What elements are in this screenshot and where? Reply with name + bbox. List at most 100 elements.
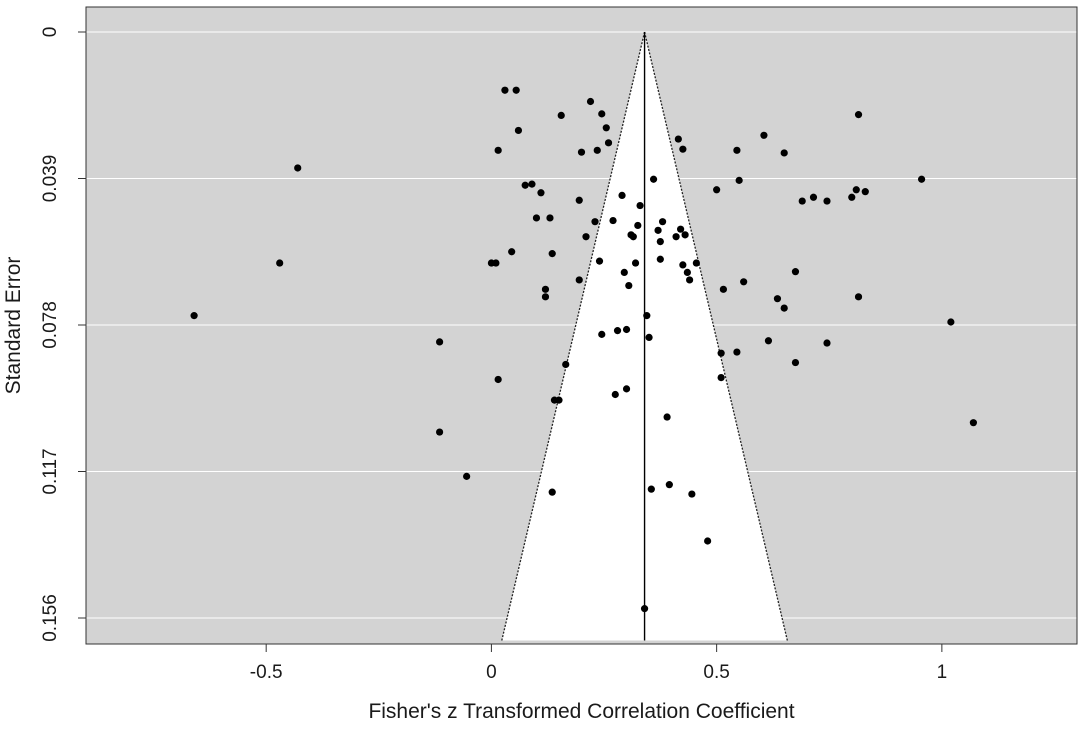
data-point-90 [809,193,818,201]
data-point-66 [679,145,687,153]
data-point-0 [190,312,198,320]
data-point-97 [861,188,869,196]
data-point-85 [780,304,788,312]
data-point-34 [595,257,604,265]
data-point-18 [541,285,550,293]
data-point-78 [733,146,741,154]
y-axis: 0 0.039 0.078 0.117 0.156 [40,27,86,642]
data-point-1 [276,259,284,267]
data-point-50 [634,221,642,230]
data-point-70 [686,276,694,284]
data-point-65 [677,225,685,233]
data-point-51 [636,201,644,210]
data-point-26 [562,360,570,369]
data-point-13 [514,126,523,135]
data-point-95 [854,293,863,301]
data-point-35 [598,110,606,118]
data-point-47 [611,390,619,399]
y-tick-label-1: 0.039 [40,155,61,203]
x-axis-title: Fisher's z Transformed Correlation Coeff… [368,700,794,723]
data-point-89 [798,197,806,205]
funnel-right-boundary [643,31,788,641]
data-point-12 [512,86,520,94]
data-point-59 [656,255,664,263]
data-point-31 [586,97,595,106]
data-point-21 [548,250,556,258]
data-point-5 [463,472,471,480]
data-point-46 [629,233,637,241]
data-point-74 [713,186,721,194]
data-point-87 [791,268,800,276]
data-point-30 [582,233,590,241]
data-point-11 [508,248,516,256]
data-point-61 [663,413,671,421]
data-point-8 [494,146,502,154]
data-point-32 [591,218,599,226]
y-axis-title: Standard Error [2,257,25,395]
data-point-28 [575,276,583,284]
data-point-53 [643,312,651,320]
data-point-9 [494,375,502,384]
data-point-64 [674,135,682,143]
data-point-49 [631,259,640,267]
data-point-69 [683,268,691,277]
data-point-96 [854,111,863,119]
data-point-86 [780,149,788,157]
data-point-82 [760,131,768,139]
data-points [190,86,977,613]
data-point-88 [791,358,800,367]
y-tick-label-0: 0 [40,27,61,38]
data-point-84 [773,295,782,303]
y-tick-label-2: 0.078 [40,301,61,349]
data-point-40 [613,327,622,335]
data-point-25 [557,111,565,119]
data-point-2 [294,164,302,172]
x-tick-label-3: 1 [937,662,948,683]
data-point-94 [852,186,860,194]
data-point-27 [575,196,583,204]
data-point-77 [719,285,727,293]
data-point-29 [577,148,586,156]
x-tick-label-0: -0.5 [250,662,283,683]
data-point-58 [656,238,664,246]
data-point-73 [704,537,712,545]
data-point-68 [681,231,689,239]
data-point-57 [654,226,662,234]
data-point-16 [532,214,541,222]
data-point-67 [679,261,687,269]
data-point-98 [917,175,926,183]
data-point-36 [602,124,610,132]
data-point-71 [688,490,696,498]
data-point-14 [521,181,529,189]
data-point-24 [548,488,556,496]
data-point-63 [672,233,680,241]
data-point-19 [541,293,550,301]
data-point-55 [647,485,655,493]
data-point-10 [501,86,509,94]
data-point-37 [604,139,613,147]
data-point-52 [640,605,649,613]
data-point-42 [620,268,628,277]
data-point-41 [618,191,626,200]
data-point-79 [733,348,741,356]
data-point-7 [492,259,500,267]
data-point-83 [764,337,773,345]
data-point-76 [717,373,725,382]
data-point-43 [622,325,631,334]
x-tick-label-1: 0 [486,662,497,683]
data-point-20 [546,214,554,222]
data-point-15 [528,180,536,188]
data-point-33 [593,146,601,154]
data-point-54 [645,333,653,341]
data-point-80 [735,176,743,184]
data-point-100 [969,419,977,427]
y-tick-label-3: 0.117 [40,448,61,494]
data-point-3 [436,338,444,346]
data-point-92 [823,339,831,347]
y-tick-label-4: 0.156 [40,594,61,642]
data-point-38 [598,330,606,338]
funnel-left-boundary [501,31,646,641]
data-point-75 [717,349,725,357]
data-point-17 [537,189,545,197]
